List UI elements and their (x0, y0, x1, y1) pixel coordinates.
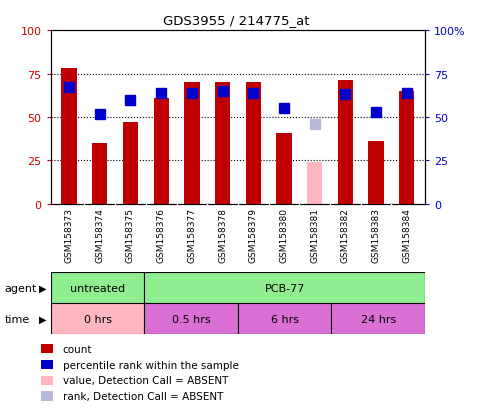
FancyBboxPatch shape (144, 273, 425, 304)
Bar (368, 142, 384, 204)
Bar (92, 144, 108, 204)
Text: 0.5 hrs: 0.5 hrs (172, 314, 211, 324)
Text: ▶: ▶ (39, 283, 46, 293)
Text: GDS3955 / 214775_at: GDS3955 / 214775_at (163, 14, 310, 27)
FancyBboxPatch shape (238, 304, 331, 335)
Text: rank, Detection Call = ABSENT: rank, Detection Call = ABSENT (63, 391, 223, 401)
Text: 0 hrs: 0 hrs (84, 314, 112, 324)
Bar (215, 83, 230, 204)
Text: GSM158375: GSM158375 (126, 208, 135, 263)
Text: 6 hrs: 6 hrs (270, 314, 298, 324)
Text: GSM158378: GSM158378 (218, 208, 227, 263)
Text: GSM158383: GSM158383 (371, 208, 381, 263)
Text: percentile rank within the sample: percentile rank within the sample (63, 360, 239, 370)
FancyBboxPatch shape (144, 304, 238, 335)
Text: GSM158376: GSM158376 (156, 208, 166, 263)
Text: PCB-77: PCB-77 (265, 283, 305, 293)
Text: ▶: ▶ (39, 314, 46, 324)
Bar (184, 83, 199, 204)
Text: GSM158373: GSM158373 (65, 208, 73, 263)
Text: GSM158379: GSM158379 (249, 208, 258, 263)
Text: time: time (5, 314, 30, 324)
Text: GSM158380: GSM158380 (279, 208, 288, 263)
FancyBboxPatch shape (51, 273, 144, 304)
Bar (338, 81, 353, 204)
FancyBboxPatch shape (51, 304, 144, 335)
Bar (276, 133, 292, 204)
Text: GSM158382: GSM158382 (341, 208, 350, 263)
Bar (61, 69, 77, 204)
Text: 24 hrs: 24 hrs (361, 314, 396, 324)
Text: untreated: untreated (70, 283, 125, 293)
Text: GSM158374: GSM158374 (95, 208, 104, 263)
Text: agent: agent (5, 283, 37, 293)
Text: GSM158384: GSM158384 (402, 208, 411, 263)
FancyBboxPatch shape (331, 304, 425, 335)
Bar (399, 92, 414, 204)
Bar (307, 163, 322, 204)
Text: value, Detection Call = ABSENT: value, Detection Call = ABSENT (63, 375, 228, 385)
Bar (123, 123, 138, 204)
Text: GSM158377: GSM158377 (187, 208, 197, 263)
Text: count: count (63, 344, 92, 354)
Bar (245, 83, 261, 204)
Text: GSM158381: GSM158381 (310, 208, 319, 263)
Bar (154, 99, 169, 204)
